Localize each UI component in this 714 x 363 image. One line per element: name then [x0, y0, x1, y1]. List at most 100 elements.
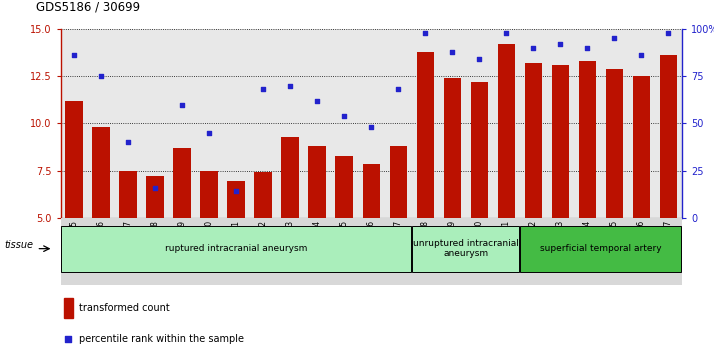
Bar — [141, 218, 169, 285]
Bar — [169, 218, 196, 285]
Bar — [201, 171, 218, 218]
Point — [473, 56, 485, 62]
Bar — [196, 218, 223, 285]
Bar — [61, 226, 411, 272]
Point — [123, 139, 134, 145]
Text: superficial temporal artery: superficial temporal artery — [540, 244, 662, 253]
Bar — [303, 218, 331, 285]
Bar — [254, 172, 272, 218]
Text: GSM1306894: GSM1306894 — [313, 220, 322, 271]
Bar — [525, 63, 542, 218]
Text: GSM1306888: GSM1306888 — [151, 220, 160, 271]
Bar — [331, 218, 358, 285]
Bar — [412, 226, 519, 272]
Bar — [308, 146, 326, 218]
Bar — [471, 82, 488, 218]
Point — [69, 53, 80, 58]
Text: GSM1306904: GSM1306904 — [583, 220, 592, 271]
Text: GSM1306893: GSM1306893 — [286, 220, 295, 271]
Text: ruptured intracranial aneurysm: ruptured intracranial aneurysm — [165, 244, 308, 253]
Bar — [551, 65, 569, 218]
Bar — [416, 52, 434, 218]
Bar — [660, 56, 677, 218]
Text: percentile rank within the sample: percentile rank within the sample — [79, 334, 244, 343]
Bar — [61, 218, 88, 285]
Point — [231, 188, 242, 194]
Text: GDS5186 / 30699: GDS5186 / 30699 — [36, 1, 140, 14]
Point — [528, 45, 539, 51]
Text: unruptured intracranial
aneurysm: unruptured intracranial aneurysm — [413, 239, 519, 258]
Text: GSM1306901: GSM1306901 — [502, 220, 511, 271]
Bar — [628, 218, 655, 285]
Point — [555, 41, 566, 47]
Text: GSM1306905: GSM1306905 — [610, 220, 619, 271]
Bar — [601, 218, 628, 285]
Bar — [574, 218, 601, 285]
Bar — [358, 218, 385, 285]
Text: GSM1306887: GSM1306887 — [124, 220, 133, 271]
Text: GSM1306891: GSM1306891 — [232, 220, 241, 271]
Bar — [277, 218, 303, 285]
Bar — [412, 218, 439, 285]
Text: GSM1306885: GSM1306885 — [70, 220, 79, 271]
Point — [176, 102, 188, 107]
Bar — [336, 155, 353, 218]
Text: GSM1306902: GSM1306902 — [529, 220, 538, 271]
Text: GSM1306900: GSM1306900 — [475, 220, 484, 271]
Bar — [64, 298, 73, 318]
Point — [63, 336, 74, 342]
Bar — [520, 226, 681, 272]
Bar — [493, 218, 520, 285]
Text: GSM1306895: GSM1306895 — [340, 220, 348, 271]
Point — [96, 73, 107, 79]
Bar — [174, 148, 191, 218]
Point — [285, 83, 296, 89]
Bar — [88, 218, 115, 285]
Point — [635, 53, 647, 58]
Point — [258, 86, 269, 92]
Point — [311, 98, 323, 104]
Bar — [655, 218, 682, 285]
Bar — [119, 171, 137, 218]
Bar — [443, 78, 461, 218]
Text: GSM1306897: GSM1306897 — [394, 220, 403, 271]
Point — [149, 185, 161, 191]
Point — [446, 49, 458, 54]
Text: GSM1306898: GSM1306898 — [421, 220, 430, 271]
Point — [501, 30, 512, 36]
Bar — [385, 218, 412, 285]
Point — [393, 86, 404, 92]
Text: GSM1306899: GSM1306899 — [448, 220, 457, 271]
Text: GSM1306886: GSM1306886 — [96, 220, 106, 271]
Bar — [547, 218, 574, 285]
Bar — [520, 218, 547, 285]
Bar — [250, 218, 277, 285]
Text: GSM1306907: GSM1306907 — [664, 220, 673, 271]
Bar — [228, 181, 245, 218]
Bar — [363, 164, 380, 218]
Point — [582, 45, 593, 51]
Bar — [115, 218, 141, 285]
Text: GSM1306903: GSM1306903 — [555, 220, 565, 271]
Bar — [633, 76, 650, 218]
Point — [338, 113, 350, 119]
Text: GSM1306890: GSM1306890 — [205, 220, 213, 271]
Text: GSM1306889: GSM1306889 — [178, 220, 187, 271]
Bar — [498, 44, 515, 218]
Bar — [439, 218, 466, 285]
Bar — [66, 101, 83, 218]
Point — [608, 36, 620, 41]
Text: GSM1306892: GSM1306892 — [258, 220, 268, 271]
Bar — [146, 176, 164, 218]
Bar — [281, 136, 299, 218]
Text: transformed count: transformed count — [79, 303, 170, 313]
Bar — [92, 127, 110, 218]
Text: GSM1306896: GSM1306896 — [367, 220, 376, 271]
Point — [366, 124, 377, 130]
Text: tissue: tissue — [5, 240, 34, 250]
Bar — [605, 69, 623, 218]
Bar — [223, 218, 250, 285]
Text: GSM1306906: GSM1306906 — [637, 220, 646, 271]
Point — [420, 30, 431, 36]
Point — [203, 130, 215, 136]
